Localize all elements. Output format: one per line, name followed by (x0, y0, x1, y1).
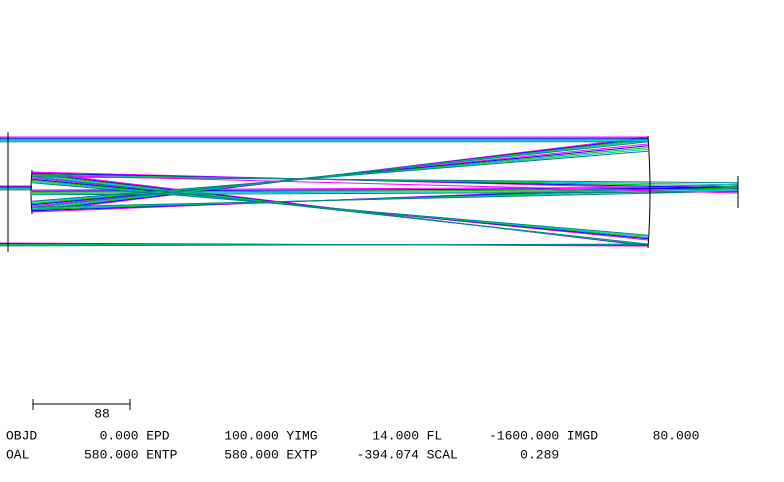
ray-trace (0, 136, 739, 247)
param-label: ENTP (146, 447, 177, 462)
param-label: OBJD (6, 428, 37, 443)
param-value: 0.289 (520, 447, 559, 462)
param-label: IMGD (567, 428, 598, 443)
param-label: EXTP (286, 447, 317, 462)
ray (31, 191, 739, 196)
param-value: 580.000 (84, 447, 139, 462)
primary-mirror (647, 135, 651, 249)
param-value: 0.000 (100, 428, 139, 443)
parameter-table: OBJD 0.000 EPD 100.000 YIMG 14.000 FL -1600.000… (6, 428, 699, 462)
param-label: SCAL (427, 447, 458, 462)
ray (31, 141, 649, 208)
param-label: FL (427, 428, 443, 443)
scale-bar-label: 88 (94, 406, 110, 421)
ray (31, 190, 739, 208)
secondary-mirror (30, 169, 33, 215)
param-value: 100.000 (224, 428, 279, 443)
param-label: YIMG (286, 428, 317, 443)
ray (0, 243, 649, 247)
param-value: 580.000 (224, 447, 279, 462)
param-value: 14.000 (372, 428, 419, 443)
param-value: 80.000 (653, 428, 700, 443)
param-value: -394.074 (357, 447, 420, 462)
ray (31, 187, 739, 192)
param-label: EPD (146, 428, 170, 443)
param-label: OAL (6, 447, 29, 462)
ray (31, 174, 739, 194)
ray (31, 182, 649, 236)
ray (31, 176, 649, 245)
param-value: -1600.000 (489, 428, 559, 443)
ray (31, 150, 649, 202)
